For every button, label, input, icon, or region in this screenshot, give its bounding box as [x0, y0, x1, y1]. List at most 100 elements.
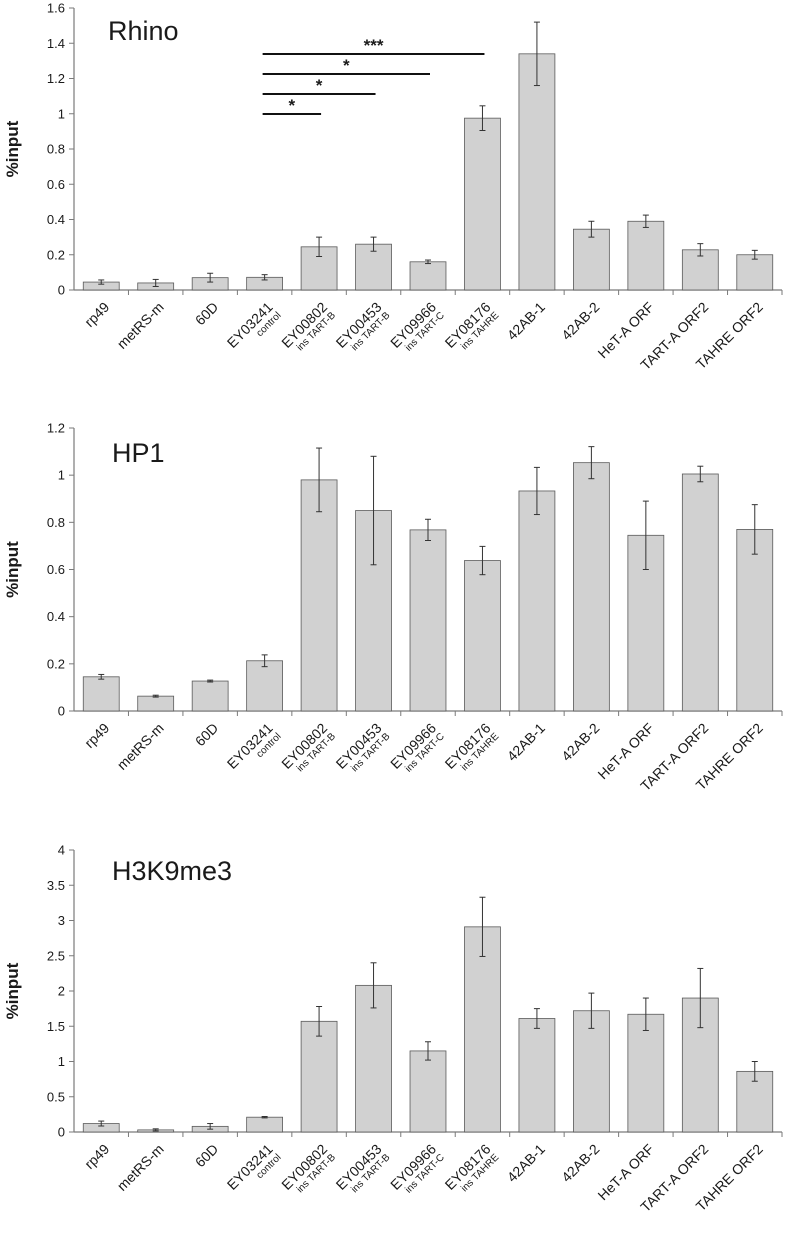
x-category-label: 42AB-2 — [558, 299, 602, 343]
bar — [355, 243, 392, 291]
x-tick-label: metRS-m — [114, 1141, 167, 1194]
y-tick-label: 1 — [58, 468, 65, 483]
significance-label: * — [343, 56, 350, 75]
significance-label: * — [289, 96, 296, 115]
y-tick-label: 0.2 — [47, 656, 65, 671]
x-tick-label: rp49 — [81, 299, 112, 330]
bar — [137, 695, 175, 712]
chart-title: HP1 — [112, 438, 165, 468]
bar — [82, 676, 120, 712]
y-tick-label: 1.4 — [47, 36, 65, 51]
y-tick-label: 1.2 — [47, 71, 65, 86]
chart-panel-h3k9me3: H3K9me3 %input 0 0.5 1 1.5 2 2.5 3 3.5 4 rp49 metRS-… — [3, 843, 783, 1215]
bar — [573, 228, 610, 291]
x-tick-label: 42AB-2 — [558, 720, 602, 764]
x-tick-label: rp49 — [81, 720, 112, 751]
y-tick-label: 0 — [58, 283, 65, 298]
x-category-label: 60D — [192, 1141, 221, 1170]
y-tick-label: 2 — [58, 984, 65, 999]
y-tick-label: 0.6 — [47, 177, 65, 192]
y-tick-label: 2.5 — [47, 948, 65, 963]
bar — [409, 529, 447, 712]
x-category-label: 42AB-2 — [558, 1141, 602, 1185]
x-tick-label: 42AB-1 — [504, 720, 548, 764]
bar — [464, 117, 501, 291]
x-tick-label: metRS-m — [114, 299, 167, 352]
y-tick-label: 0.8 — [47, 142, 65, 157]
y-tick-label: 3 — [58, 913, 65, 928]
y-tick-label: 4 — [58, 843, 65, 858]
chart-panel-hp1: HP1 %input 0 0.2 0.4 0.6 0.8 1 1.2 rp49 metRS-m 60D… — [3, 421, 783, 794]
x-category-label: rp49 — [81, 720, 112, 751]
x-tick-label: metRS-m — [114, 720, 167, 773]
chart-title: H3K9me3 — [112, 856, 232, 886]
y-axis-label: %input — [3, 541, 22, 598]
bar — [681, 473, 719, 712]
x-category-label: metRS-m — [114, 720, 167, 773]
y-tick-label: 1.5 — [47, 1019, 65, 1034]
bar — [518, 490, 556, 712]
bar — [409, 261, 447, 291]
bar — [246, 660, 283, 712]
significance-label: *** — [364, 36, 384, 55]
x-tick-label: 60D — [192, 299, 221, 328]
y-axis-label: %input — [3, 120, 22, 177]
y-axis-label: %input — [3, 962, 22, 1019]
x-tick-label: rp49 — [81, 1141, 112, 1172]
y-tick-label: 0.4 — [47, 212, 65, 227]
x-tick-label: 42AB-2 — [558, 1141, 602, 1185]
x-category-label: rp49 — [81, 299, 112, 330]
bar — [627, 220, 665, 291]
chart-panel-rhino: Rhino %input 0 0.2 0.4 0.6 0.8 1 1.2 1.4 1.6 rp49 me… — [3, 1, 783, 373]
y-tick-label: 1.2 — [47, 421, 65, 436]
bar — [518, 1018, 556, 1133]
bar — [518, 53, 556, 291]
y-tick-label: 3.5 — [47, 878, 65, 893]
x-category-label: metRS-m — [114, 299, 167, 352]
x-category-label: 42AB-1 — [504, 1141, 548, 1185]
bar — [191, 680, 229, 712]
x-category-label: metRS-m — [114, 1141, 167, 1194]
y-tick-label: 0 — [58, 1125, 65, 1140]
bar — [409, 1050, 447, 1133]
bar — [300, 479, 338, 712]
x-category-label: 42AB-2 — [558, 720, 602, 764]
y-tick-label: 0 — [58, 704, 65, 719]
x-tick-label: 60D — [192, 1141, 221, 1170]
bar — [300, 1020, 338, 1133]
bar — [681, 249, 719, 291]
x-tick-label: 42AB-1 — [504, 299, 548, 343]
y-tick-label: 0.8 — [47, 515, 65, 530]
y-tick-label: 0.6 — [47, 562, 65, 577]
x-category-label: 42AB-1 — [504, 299, 548, 343]
bar — [464, 560, 501, 712]
y-tick-label: 0.4 — [47, 609, 65, 624]
y-tick-label: 0.2 — [47, 247, 65, 262]
bar — [573, 462, 610, 712]
bar — [736, 254, 774, 291]
bar — [246, 1116, 283, 1133]
x-category-label: 42AB-1 — [504, 720, 548, 764]
bar — [736, 529, 774, 712]
x-tick-label: 60D — [192, 720, 221, 749]
chart-title: Rhino — [108, 16, 179, 46]
x-category-label: 60D — [192, 299, 221, 328]
x-tick-label: 42AB-1 — [504, 1141, 548, 1185]
